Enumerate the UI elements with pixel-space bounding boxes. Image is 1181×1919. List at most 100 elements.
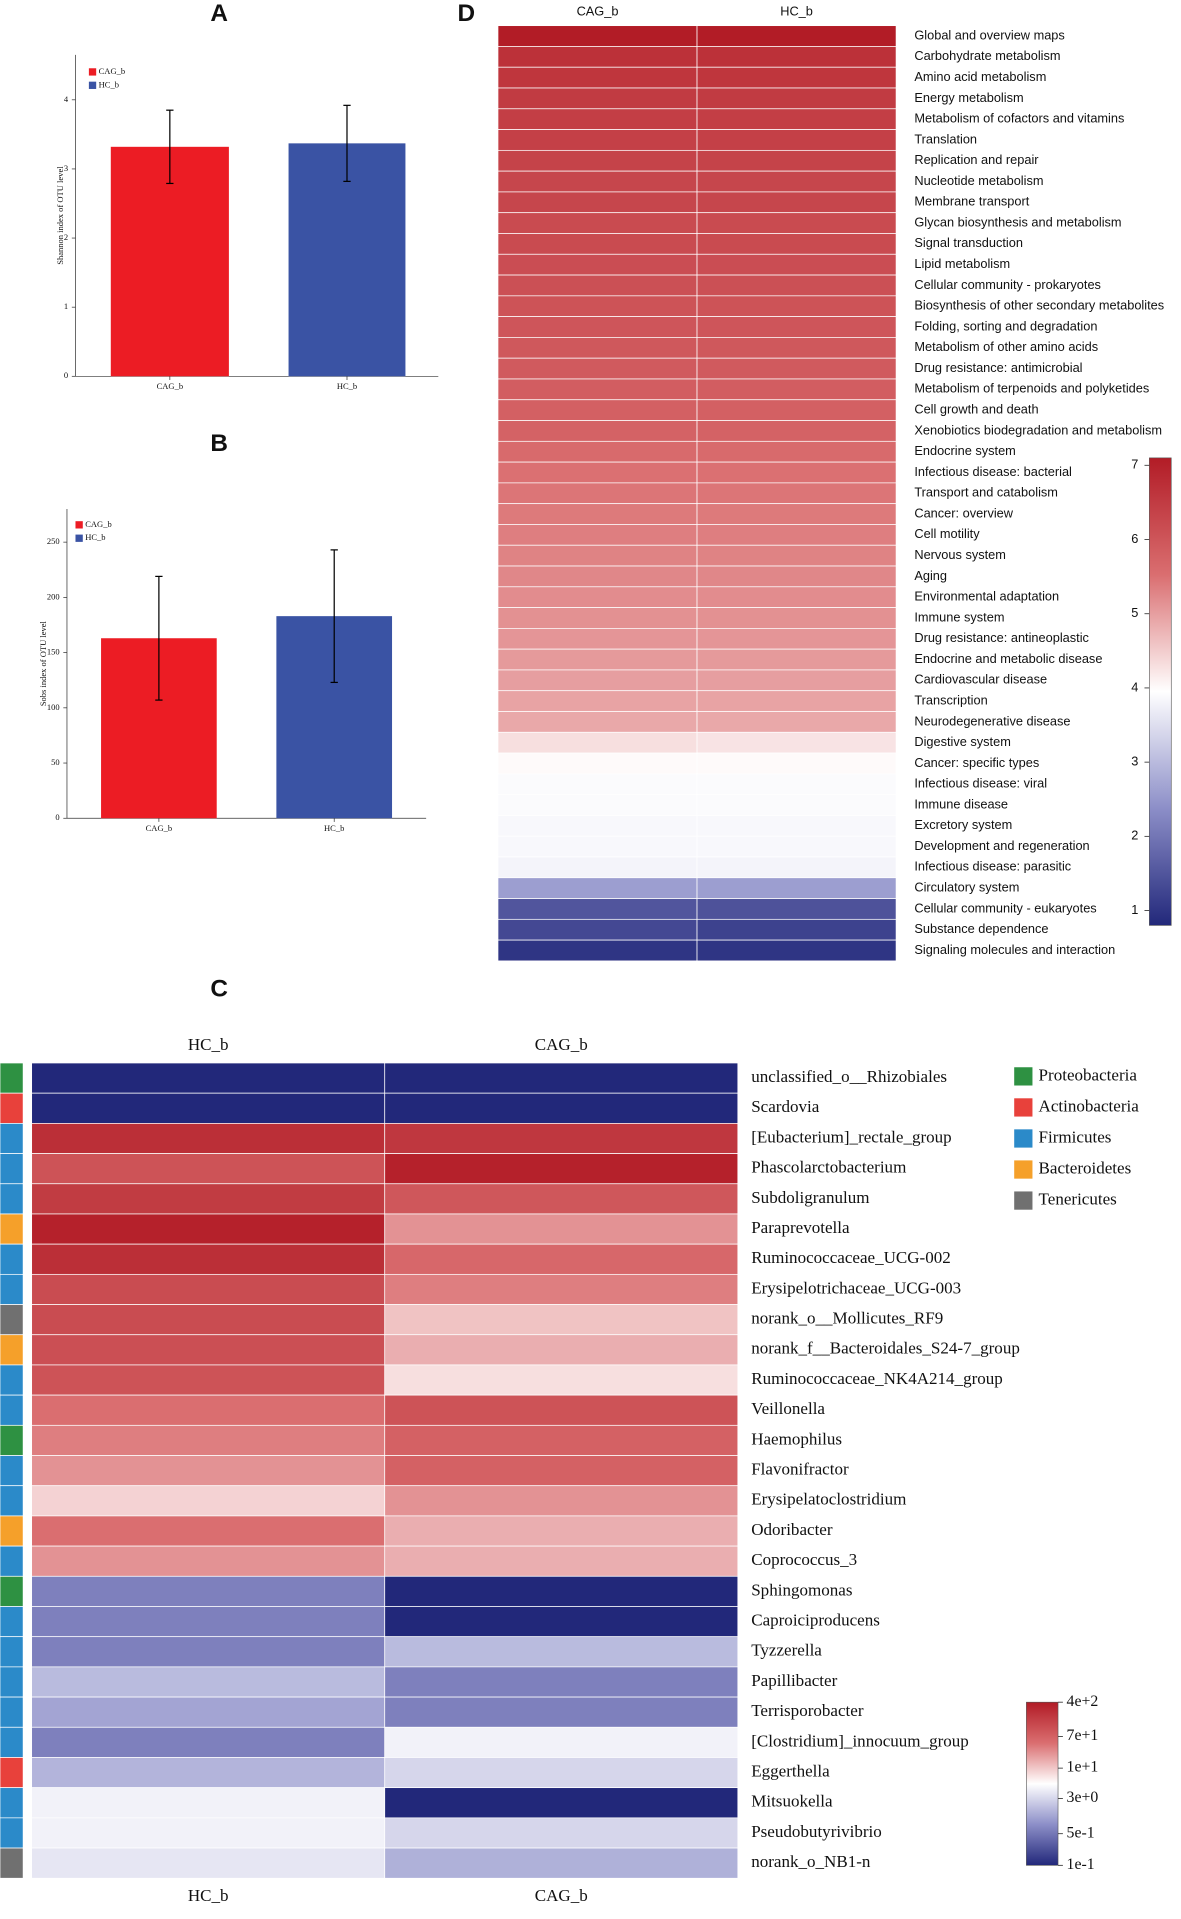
column-label: HC_b: [780, 4, 813, 19]
heatmap-cell: [384, 1123, 739, 1154]
y-tick-label: 50: [51, 757, 60, 767]
heatmap-cell: [497, 607, 698, 629]
group-strip: [0, 1243, 24, 1275]
row-label: Transcription: [914, 692, 987, 707]
colorbar-label: 5e-1: [1067, 1824, 1095, 1841]
heatmap-cell: [497, 939, 698, 962]
row-label: norank_o_NB1-n: [751, 1852, 871, 1871]
heatmap-cell: [696, 274, 897, 297]
row-label: Drug resistance: antineoplastic: [914, 630, 1089, 645]
heatmap-cell: [384, 1606, 739, 1638]
heatmap-cell: [384, 1062, 739, 1094]
heatmap-cell: [384, 1575, 739, 1607]
heatmap-cell: [497, 503, 698, 525]
legend-swatch: [1014, 1191, 1033, 1210]
y-axis-label: Shannon index of OTU level: [55, 166, 65, 265]
group-strip: [0, 1485, 24, 1517]
row-label: Cell motility: [914, 526, 980, 541]
heatmap-cell: [696, 170, 897, 193]
heatmap-cell: [497, 461, 698, 484]
heatmap-cell: [497, 856, 698, 879]
row-label: Lipid metabolism: [914, 256, 1010, 271]
heatmap-cell: [31, 1606, 386, 1638]
row-label: Signal transduction: [914, 235, 1023, 250]
column-label: CAG_b: [535, 1886, 588, 1905]
group-strip: [0, 1364, 24, 1396]
heatmap-cell: [696, 316, 897, 338]
heatmap-cell: [696, 648, 897, 671]
row-label: Caproiciproducens: [751, 1610, 880, 1629]
heatmap-cell: [696, 66, 897, 89]
group-strip: [0, 1726, 24, 1758]
row-label: Haemophilus: [751, 1429, 842, 1448]
heatmap-cell: [497, 752, 698, 775]
heatmap-cell: [497, 129, 698, 151]
heatmap-cell: [497, 191, 698, 214]
row-label: Immune system: [914, 609, 1004, 624]
legend-label: HC_b: [99, 79, 119, 89]
heatmap-cell: [497, 295, 698, 317]
heatmap-cell: [696, 731, 897, 754]
heatmap-cell: [31, 1636, 386, 1668]
row-label: Nervous system: [914, 547, 1006, 562]
row-label: Cellular community - prokaryotes: [914, 277, 1101, 292]
x-tick-label: HC_b: [324, 823, 344, 833]
heatmap-cell: [497, 399, 698, 421]
group-strip: [0, 1847, 24, 1879]
row-label: Metabolism of terpenoids and polyketides: [914, 381, 1149, 396]
heatmap-cell: [31, 1123, 386, 1154]
y-tick-label: 150: [47, 647, 60, 657]
row-label: Ruminococcaceae_NK4A214_group: [751, 1369, 1003, 1388]
heatmap-cell: [497, 586, 698, 608]
x-tick-label: HC_b: [337, 381, 357, 391]
row-label: Membrane transport: [914, 194, 1029, 209]
heatmap-cell: [384, 1304, 739, 1336]
heatmap-cell: [31, 1153, 386, 1185]
row-label: [Clostridium]_innocuum_group: [751, 1731, 969, 1750]
row-label: Erysipelatoclostridium: [751, 1490, 906, 1509]
group-strip: [0, 1213, 24, 1245]
row-label: Carbohydrate metabolism: [914, 48, 1060, 63]
row-label: Signaling molecules and interaction: [914, 942, 1115, 957]
y-tick-label: 2: [64, 232, 68, 242]
heatmap-cell: [696, 794, 897, 816]
heatmap-cell: [497, 337, 698, 359]
heatmap-cell: [696, 378, 897, 401]
row-label: Xenobiotics biodegradation and metabolis…: [914, 422, 1162, 437]
group-strip: [0, 1334, 24, 1366]
heatmap-cell: [384, 1696, 739, 1728]
bar: [288, 143, 406, 377]
group-strip: [0, 1123, 24, 1154]
legend-swatch: [1014, 1098, 1033, 1117]
row-label: Metabolism of cofactors and vitamins: [914, 111, 1124, 126]
legend-swatch: [88, 81, 97, 89]
row-label: Odoribacter: [751, 1520, 833, 1539]
heatmap-cell: [384, 1666, 739, 1698]
row-label: Development and regeneration: [914, 838, 1089, 853]
row-label: Endocrine system: [914, 443, 1015, 458]
panel-letter: C: [210, 975, 228, 1002]
heatmap-cell: [696, 503, 897, 525]
heatmap-cell: [497, 877, 698, 899]
heatmap-cell: [31, 1213, 386, 1245]
heatmap-cell: [696, 87, 897, 110]
heatmap-cell: [384, 1153, 739, 1185]
row-label: norank_f__Bacteroidales_S24-7_group: [751, 1339, 1020, 1358]
colorbar-label: 4e+2: [1067, 1693, 1099, 1710]
heatmap-cell: [696, 233, 897, 255]
heatmap-cell: [384, 1485, 739, 1517]
heatmap-cell: [696, 939, 897, 962]
heatmap-cell: [31, 1515, 386, 1547]
x-tick-label: CAG_b: [146, 823, 173, 833]
bar: [110, 146, 229, 377]
group-strip: [0, 1817, 24, 1849]
heatmap-cell: [384, 1273, 739, 1305]
group-strip: [0, 1062, 24, 1094]
heatmap-cell: [384, 1243, 739, 1275]
colorbar: [1149, 457, 1172, 926]
row-label: Erysipelotrichaceae_UCG-003: [751, 1278, 961, 1297]
row-label: Veillonella: [751, 1399, 825, 1418]
heatmap-cell: [497, 274, 698, 297]
heatmap-cell: [696, 108, 897, 130]
